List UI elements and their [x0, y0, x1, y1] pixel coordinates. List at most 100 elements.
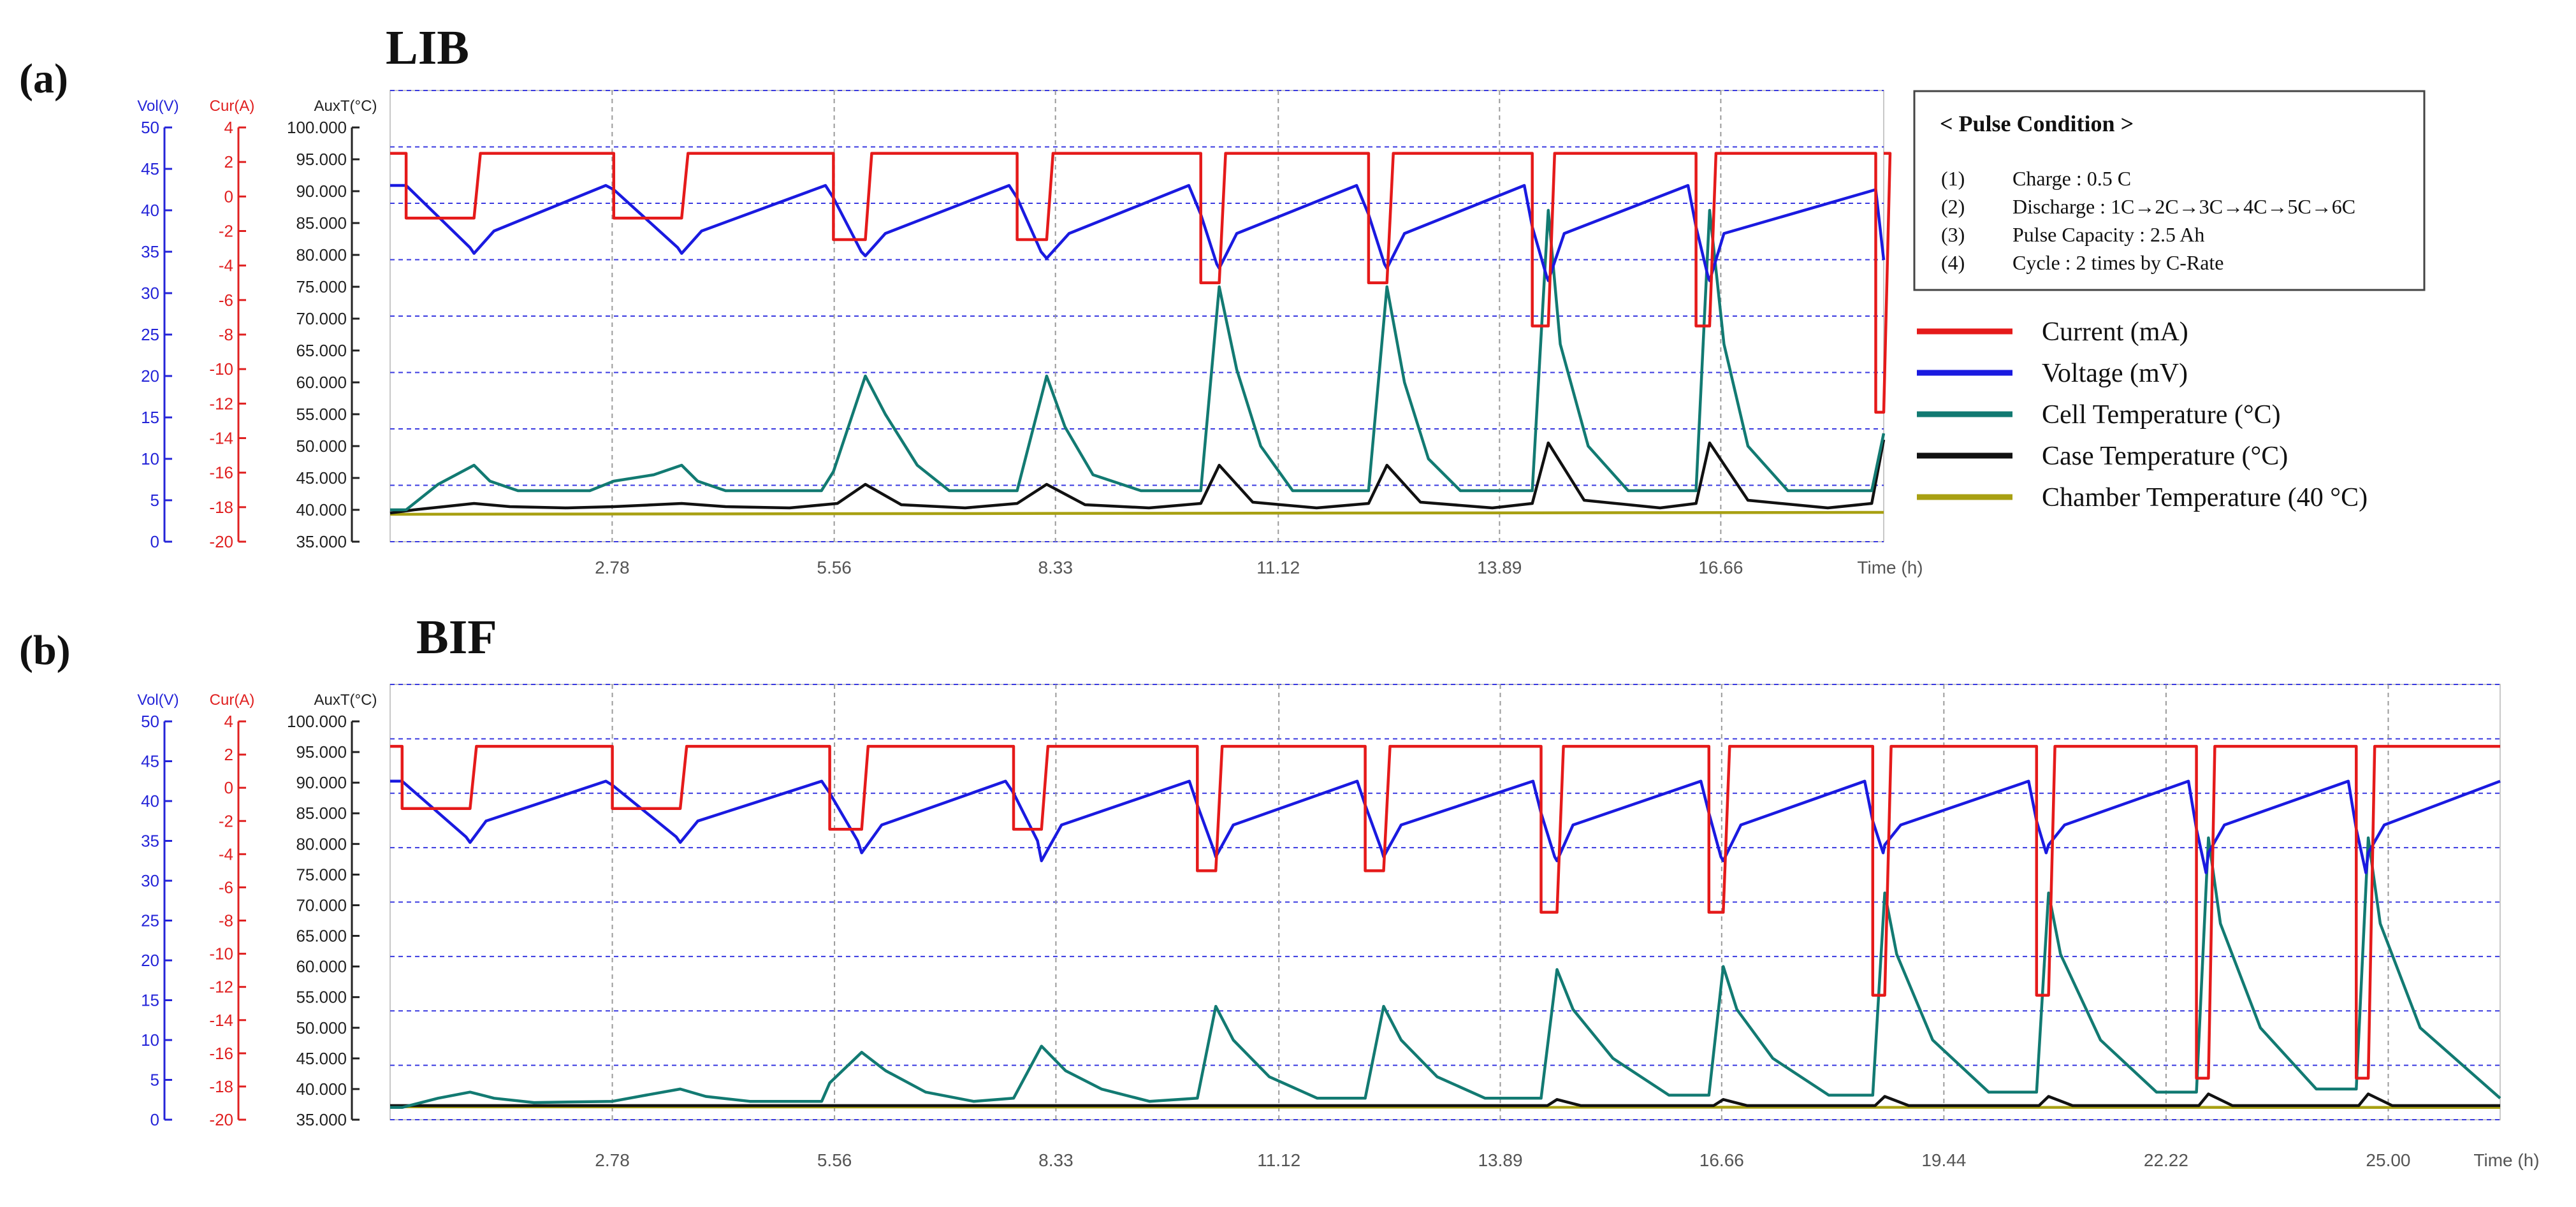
cur-axis-tick-label: -14 [209, 1011, 233, 1030]
x-axis-unit: Time (h) [1857, 558, 1923, 577]
x-tick-label: 5.56 [817, 558, 852, 577]
aux-axis-tick-label: 55.000 [296, 405, 347, 424]
aux-axis-tick-label: 35.000 [296, 532, 347, 551]
pulse-condition-heading: < Pulse Condition > [1940, 111, 2134, 136]
vol-axis-tick-label: 5 [150, 1071, 159, 1090]
legend-label-case_temp: Case Temperature (°C) [2042, 442, 2288, 471]
cur-axis-tick-label: -8 [219, 911, 233, 930]
aux-axis-tick-label: 75.000 [296, 865, 347, 884]
cur-axis-tick-label: 4 [224, 712, 233, 731]
vol-axis-tick-label: 25 [141, 911, 159, 930]
vol-axis-header: Vol(V) [137, 691, 178, 709]
aux-axis-tick-label: 45.000 [296, 1049, 347, 1068]
series-case-temperature [389, 439, 1886, 515]
aux-axis-tick-label: 60.000 [296, 373, 347, 392]
vol-axis-tick-label: 30 [141, 871, 159, 890]
axes: 2.78 5.56 8.33 11.12 13.89 16.66 19.44 22.22 25.… [137, 684, 2540, 1170]
cur-axis-tick-label: 0 [224, 778, 233, 797]
cur-axis-tick-label: 2 [224, 152, 233, 171]
cur-axis-tick-label: -18 [209, 1077, 233, 1096]
cur-axis-tick-label: 4 [224, 118, 233, 137]
aux-axis-tick-label: 85.000 [296, 804, 347, 823]
cur-axis-tick-label: -8 [219, 325, 233, 344]
x-tick-label: 8.33 [1038, 1150, 1073, 1170]
aux-axis-tick-label: 100.000 [287, 118, 347, 137]
aux-axis-tick-label: 95.000 [296, 742, 347, 762]
legend-label-voltage: Voltage (mV) [2042, 359, 2188, 388]
aux-axis-header: AuxT(°C) [314, 691, 377, 709]
aux-axis-tick-label: 80.000 [296, 245, 347, 264]
cur-axis-tick-label: -20 [209, 1110, 233, 1129]
cur-axis-tick-label: -14 [209, 429, 233, 448]
panel-label: (a) [19, 55, 68, 102]
panel-label: (b) [19, 627, 71, 674]
series-case-temperature [390, 1092, 2500, 1108]
aux-axis-tick-label: 70.000 [296, 895, 347, 914]
aux-axis-tick-label: 40.000 [296, 1080, 347, 1099]
aux-axis-tick-label: 65.000 [296, 341, 347, 360]
cur-axis-tick-label: -16 [209, 463, 233, 482]
vol-axis-tick-label: 40 [141, 201, 159, 220]
aux-axis-tick-label: 55.000 [296, 988, 347, 1007]
x-axis-unit: Time (h) [2473, 1150, 2539, 1170]
x-tick-label: 2.78 [595, 1150, 630, 1170]
pulse-condition-item-text: Pulse Capacity : 2.5 Ah [2012, 223, 2204, 246]
vol-axis-tick-label: 5 [150, 491, 159, 510]
vol-axis-tick-label: 50 [141, 118, 159, 137]
vol-axis-tick-label: 20 [141, 951, 159, 970]
series-current [390, 744, 2500, 1080]
x-tick-label: 13.89 [1477, 558, 1522, 577]
vol-axis-tick-label: 15 [141, 991, 159, 1010]
pulse-condition-box: < Pulse Condition > (1) Charge : 0.5 C (2)… [1913, 90, 2426, 291]
aux-axis-tick-label: 100.000 [287, 712, 347, 731]
x-tick-label: 2.78 [595, 558, 630, 577]
cur-axis-tick-label: -12 [209, 978, 233, 997]
cur-axis-tick-label: -12 [209, 394, 233, 413]
cur-axis-tick-label: -2 [219, 811, 233, 830]
vol-axis-tick-label: 45 [141, 159, 159, 178]
vol-axis-tick-label: 30 [141, 284, 159, 303]
vol-axis-tick-label: 10 [141, 449, 159, 468]
x-tick-label: 25.00 [2366, 1150, 2410, 1170]
vol-axis-tick-label: 25 [141, 325, 159, 344]
series-current [390, 152, 1892, 414]
pulse-condition-item-text: Discharge : 1C→2C→3C→4C→5C→6C [2012, 195, 2355, 218]
x-tick-label: 16.66 [1698, 558, 1743, 577]
aux-axis-tick-label: 50.000 [296, 1018, 347, 1037]
cur-axis-tick-label: 2 [224, 745, 233, 764]
cur-axis-tick-label: -6 [219, 291, 233, 310]
cur-axis-tick-label: -6 [219, 878, 233, 897]
cur-axis-header: Cur(A) [210, 691, 255, 709]
aux-axis-tick-label: 65.000 [296, 927, 347, 946]
cur-axis-tick-label: -10 [209, 944, 233, 964]
vol-axis-tick-label: 0 [150, 1110, 159, 1129]
pulse-condition-item-text: Cycle : 2 times by C-Rate [2012, 251, 2224, 274]
cur-axis-tick-label: -16 [209, 1044, 233, 1063]
cur-axis-tick-label: 0 [224, 187, 233, 206]
aux-axis-tick-label: 75.000 [296, 277, 347, 296]
plot-area [389, 744, 2501, 1109]
vol-axis-tick-label: 35 [141, 832, 159, 851]
aux-axis-tick-label: 50.000 [296, 437, 347, 456]
axes: 2.78 5.56 8.33 11.12 13.89 16.66 Time (h) Vol(V… [137, 90, 1923, 577]
panel-title: BIF [416, 611, 497, 664]
aux-axis-tick-label: 95.000 [296, 150, 347, 169]
vol-axis-tick-label: 0 [150, 532, 159, 551]
series-cell-temperature [390, 208, 1886, 512]
legend-label-current: Current (mA) [2042, 317, 2188, 347]
cur-axis-tick-label: -10 [209, 359, 233, 379]
series-voltage [390, 184, 1886, 282]
aux-axis-tick-label: 85.000 [296, 213, 347, 233]
cur-axis-tick-label: -18 [209, 498, 233, 517]
vol-axis-header: Vol(V) [137, 98, 178, 115]
vol-axis-tick-label: 20 [141, 366, 159, 386]
pulse-condition-item-num: (4) [1941, 251, 1965, 274]
vol-axis-tick-label: 45 [141, 752, 159, 771]
aux-axis-tick-label: 90.000 [296, 182, 347, 201]
aux-axis-tick-label: 60.000 [296, 957, 347, 976]
series-cell-temperature [390, 836, 2501, 1109]
cur-axis-tick-label: -4 [219, 844, 233, 864]
vol-axis-tick-label: 40 [141, 791, 159, 811]
x-tick-label: 19.44 [1921, 1150, 1966, 1170]
